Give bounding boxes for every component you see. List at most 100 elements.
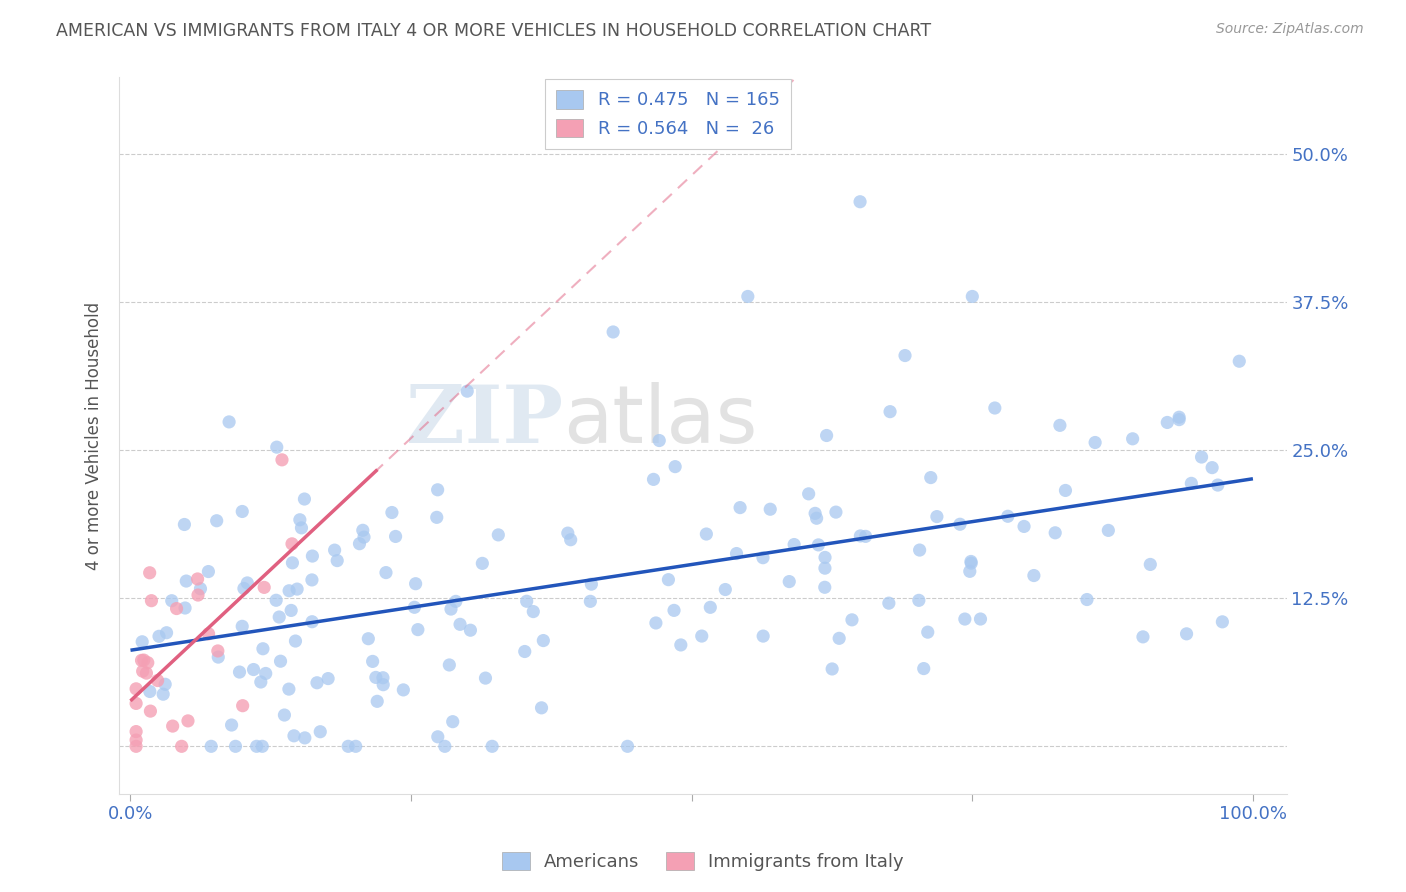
Point [232, 582, 254, 596]
Point [657, 573, 679, 587]
Point [1227, 354, 1250, 368]
Point [1139, 558, 1161, 572]
Point [879, 405, 901, 419]
Point [337, 739, 360, 754]
Point [815, 428, 838, 442]
Point [371, 671, 394, 685]
Point [841, 613, 863, 627]
Point [797, 487, 820, 501]
Point [197, 627, 219, 641]
Point [1122, 432, 1144, 446]
Point [152, 687, 174, 701]
Point [269, 610, 291, 624]
Point [232, 698, 254, 713]
Point [814, 561, 837, 575]
Point [516, 594, 538, 608]
Point [1097, 524, 1119, 538]
Point [384, 529, 406, 543]
Point [271, 453, 294, 467]
Point [281, 556, 304, 570]
Legend: Americans, Immigrants from Italy: Americans, Immigrants from Italy [495, 845, 911, 879]
Point [426, 730, 449, 744]
Point [250, 675, 273, 690]
Point [364, 670, 387, 684]
Point [960, 556, 983, 570]
Point [1084, 435, 1107, 450]
Point [1022, 568, 1045, 582]
Point [441, 714, 464, 729]
Point [280, 603, 302, 617]
Point [908, 543, 931, 558]
Point [166, 601, 188, 615]
Point [997, 509, 1019, 524]
Point [714, 582, 737, 597]
Point [284, 634, 307, 648]
Point [456, 384, 478, 399]
Text: AMERICAN VS IMMIGRANTS FROM ITALY 4 OR MORE VEHICLES IN HOUSEHOLD CORRELATION CH: AMERICAN VS IMMIGRANTS FROM ITALY 4 OR M… [56, 22, 931, 40]
Point [1012, 519, 1035, 533]
Point [959, 565, 981, 579]
Point [349, 537, 371, 551]
Point [1156, 416, 1178, 430]
Point [253, 581, 276, 595]
Point [277, 682, 299, 697]
Point [439, 657, 461, 672]
Point [381, 506, 404, 520]
Point [849, 194, 872, 209]
Point [155, 625, 177, 640]
Point [1180, 476, 1202, 491]
Point [153, 677, 176, 691]
Point [737, 289, 759, 303]
Point [309, 724, 332, 739]
Point [131, 664, 153, 678]
Point [960, 554, 983, 568]
Point [474, 671, 496, 685]
Point [375, 566, 398, 580]
Point [920, 470, 942, 484]
Point [148, 629, 170, 643]
Text: ZIP: ZIP [406, 383, 562, 460]
Point [139, 704, 162, 718]
Point [252, 641, 274, 656]
Point [326, 553, 349, 567]
Point [125, 681, 148, 696]
Point [252, 739, 274, 754]
Point [877, 596, 900, 610]
Point [270, 654, 292, 668]
Point [1168, 412, 1191, 426]
Text: atlas: atlas [562, 383, 758, 460]
Y-axis label: 4 or more Vehicles in Household: 4 or more Vehicles in Household [86, 301, 103, 570]
Point [949, 517, 972, 532]
Point [141, 593, 163, 607]
Point [481, 739, 503, 754]
Point [357, 632, 380, 646]
Point [125, 724, 148, 739]
Point [205, 514, 228, 528]
Point [522, 605, 544, 619]
Point [231, 619, 253, 633]
Point [645, 615, 668, 630]
Point [174, 574, 197, 588]
Point [807, 538, 830, 552]
Point [242, 663, 264, 677]
Point [406, 623, 429, 637]
Point [1211, 615, 1233, 629]
Point [344, 739, 367, 754]
Point [138, 566, 160, 580]
Point [197, 565, 219, 579]
Point [1175, 627, 1198, 641]
Point [221, 718, 243, 732]
Point [404, 600, 426, 615]
Point [669, 638, 692, 652]
Point [273, 708, 295, 723]
Point [849, 529, 872, 543]
Point [200, 739, 222, 754]
Point [1054, 483, 1077, 498]
Point [759, 502, 782, 516]
Point [962, 289, 984, 303]
Point [187, 572, 209, 586]
Point [266, 440, 288, 454]
Point [316, 672, 339, 686]
Point [125, 733, 148, 747]
Point [174, 601, 197, 615]
